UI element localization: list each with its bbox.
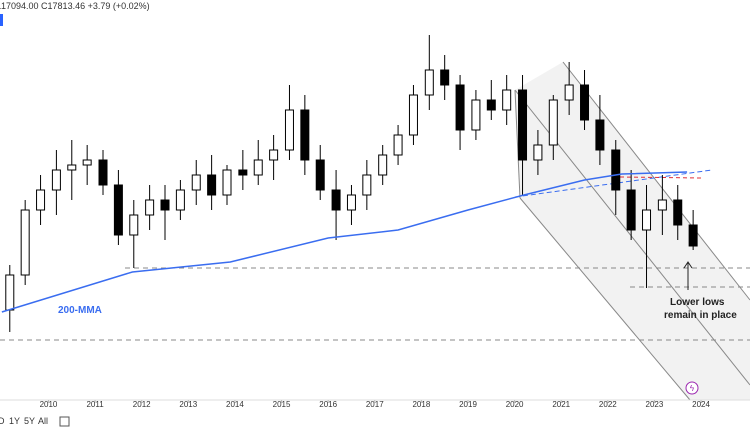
candle-body bbox=[315, 159, 325, 191]
candle-body bbox=[393, 134, 403, 156]
x-tick-label: 2010 bbox=[40, 400, 58, 409]
candle-body bbox=[20, 209, 30, 276]
candle-body bbox=[657, 199, 667, 211]
x-tick-label: 2017 bbox=[366, 400, 384, 409]
x-tick-label: 2011 bbox=[86, 400, 104, 409]
candle-body bbox=[626, 189, 636, 231]
candle-body bbox=[113, 184, 123, 236]
range-button[interactable]: All bbox=[38, 416, 48, 426]
candle-body bbox=[238, 169, 248, 176]
candle-body bbox=[471, 99, 481, 131]
x-tick-label: 2024 bbox=[692, 400, 710, 409]
ma-label: 200-MMA bbox=[58, 305, 102, 316]
x-tick-label: 2021 bbox=[552, 400, 570, 409]
candle-body bbox=[533, 144, 543, 161]
arrow-head bbox=[683, 261, 693, 269]
annotation: Lower lows bbox=[670, 297, 725, 308]
candle-body bbox=[455, 84, 465, 131]
x-tick-label: 2020 bbox=[506, 400, 524, 409]
header-marker bbox=[0, 14, 3, 26]
x-tick-label: 2012 bbox=[133, 400, 151, 409]
candle-body bbox=[595, 119, 605, 151]
toolbar: D 1Y 5Y All bbox=[0, 416, 70, 427]
range-button[interactable]: 5Y bbox=[24, 416, 35, 426]
candle-body bbox=[408, 94, 418, 136]
candle-body bbox=[564, 84, 574, 101]
x-tick-label: 2013 bbox=[179, 400, 197, 409]
x-tick-label: 2023 bbox=[646, 400, 664, 409]
candle-body bbox=[191, 174, 201, 191]
candle-body bbox=[160, 199, 170, 211]
candle-body bbox=[424, 69, 434, 96]
candle-body bbox=[673, 199, 683, 226]
x-tick-label: 2018 bbox=[412, 400, 430, 409]
x-tick-label: 2014 bbox=[226, 400, 244, 409]
candle-body bbox=[642, 209, 652, 231]
moving-average bbox=[1, 171, 688, 313]
candle-body bbox=[580, 84, 590, 121]
candle-body bbox=[269, 149, 279, 161]
x-tick-label: 2019 bbox=[459, 400, 477, 409]
candle-body bbox=[129, 214, 139, 236]
ohlc-header: L17094.00 C17813.46 +3.79 (+0.02%) bbox=[0, 1, 150, 11]
candle-body bbox=[611, 149, 621, 191]
candle-body bbox=[67, 164, 77, 171]
candle-body bbox=[346, 194, 356, 211]
candle-body bbox=[253, 159, 263, 176]
candle-body bbox=[440, 69, 450, 86]
candle-body bbox=[145, 199, 155, 216]
candle-body bbox=[207, 174, 217, 196]
x-tick-label: 2015 bbox=[273, 400, 291, 409]
candle-body bbox=[688, 224, 698, 247]
candle-body bbox=[98, 159, 108, 186]
candle-body bbox=[502, 89, 512, 111]
candle-body bbox=[378, 154, 388, 176]
range-button[interactable]: D bbox=[0, 416, 5, 426]
candle-body bbox=[82, 159, 92, 166]
candle-body bbox=[518, 89, 528, 161]
candle-body bbox=[51, 169, 61, 191]
candle-body bbox=[331, 189, 341, 211]
candle-body bbox=[5, 274, 15, 311]
candle-body bbox=[486, 99, 496, 111]
candle-body bbox=[222, 169, 232, 196]
event-icon-glyph: ϟ bbox=[690, 384, 695, 393]
candle-body bbox=[175, 189, 185, 211]
calendar-icon[interactable] bbox=[59, 416, 70, 427]
annotation: remain in place bbox=[664, 310, 737, 321]
candle-body bbox=[284, 109, 294, 151]
x-tick-label: 2022 bbox=[599, 400, 617, 409]
candle-body bbox=[300, 109, 310, 161]
range-button[interactable]: 1Y bbox=[9, 416, 20, 426]
x-tick-label: 2016 bbox=[319, 400, 337, 409]
candle-body bbox=[362, 174, 372, 196]
candle-body bbox=[548, 99, 558, 146]
event-icon[interactable] bbox=[685, 381, 699, 395]
candle-body bbox=[36, 189, 46, 211]
